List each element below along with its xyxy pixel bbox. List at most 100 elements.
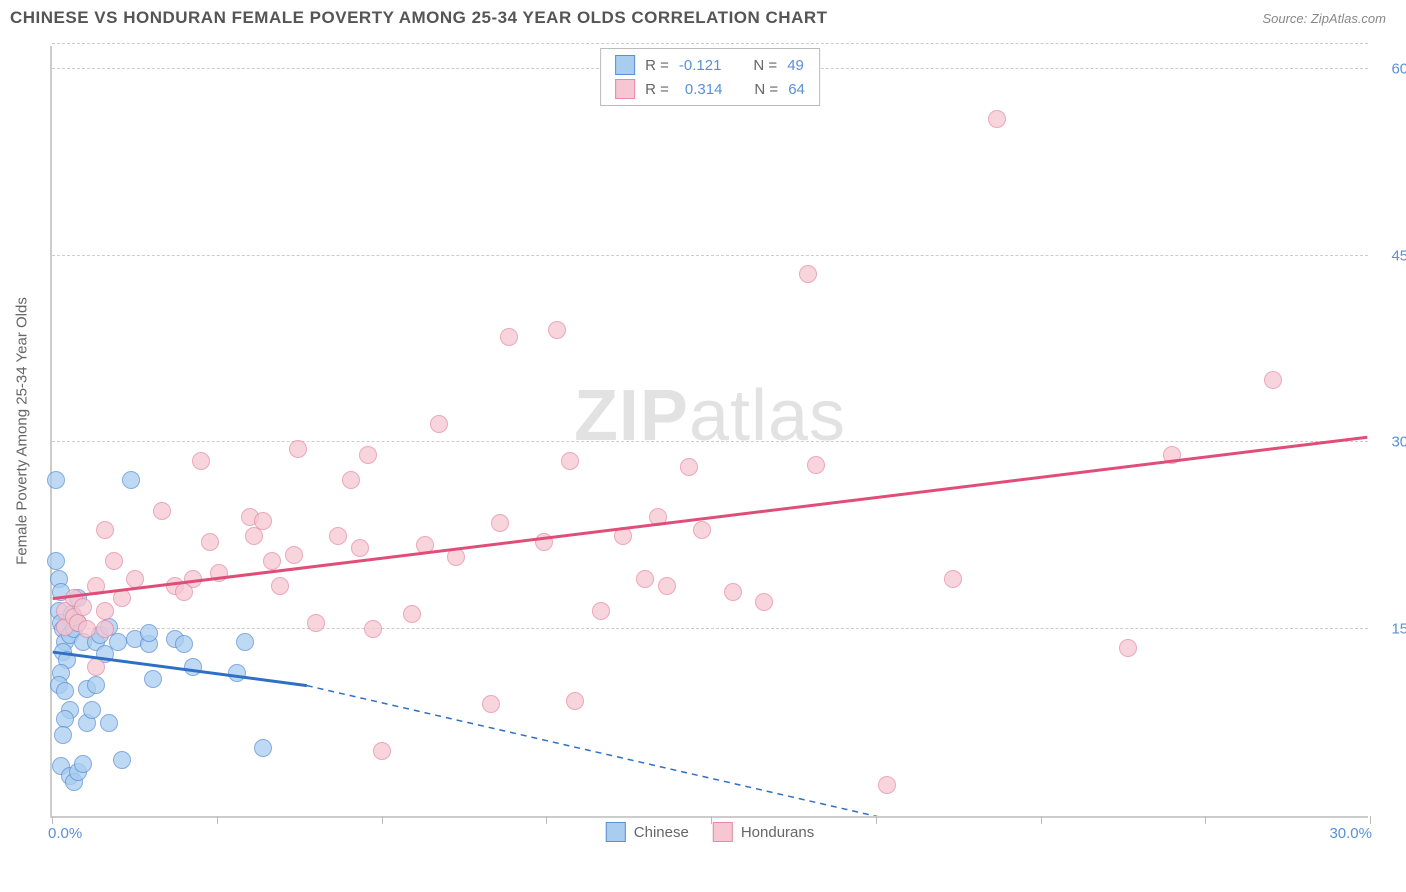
point-honduran [658, 577, 676, 595]
source-label: Source: [1262, 11, 1310, 26]
point-honduran [364, 620, 382, 638]
legend-n-label: N = [753, 57, 777, 74]
x-tick [1041, 816, 1042, 824]
point-honduran [592, 602, 610, 620]
swatch-icon [606, 822, 626, 842]
series-legend: Chinese Hondurans [606, 822, 814, 842]
gridline [52, 628, 1368, 629]
point-honduran [289, 440, 307, 458]
point-honduran [373, 742, 391, 760]
point-honduran [430, 415, 448, 433]
point-honduran [201, 533, 219, 551]
point-honduran [263, 552, 281, 570]
x-tick [382, 816, 383, 824]
point-honduran [96, 602, 114, 620]
point-honduran [78, 620, 96, 638]
x-tick [1205, 816, 1206, 824]
point-honduran [153, 502, 171, 520]
point-chinese [47, 552, 65, 570]
watermark-text: ZIPatlas [574, 375, 846, 457]
x-tick [876, 816, 877, 824]
point-honduran [74, 598, 92, 616]
point-honduran [878, 776, 896, 794]
legend-r-label: R = [645, 57, 669, 74]
point-honduran [1163, 446, 1181, 464]
point-chinese [56, 710, 74, 728]
swatch-icon [615, 79, 635, 99]
x-tick [52, 816, 53, 824]
correlation-legend: R = -0.121 N = 49 R = 0.314 N = 64 [600, 48, 820, 106]
point-chinese [175, 635, 193, 653]
point-chinese [56, 682, 74, 700]
point-honduran [988, 110, 1006, 128]
point-chinese [236, 633, 254, 651]
x-axis-min-label: 0.0% [48, 825, 82, 842]
point-honduran [254, 512, 272, 530]
point-chinese [254, 739, 272, 757]
point-honduran [285, 546, 303, 564]
point-honduran [307, 614, 325, 632]
point-chinese [184, 658, 202, 676]
point-honduran [96, 620, 114, 638]
x-tick [546, 816, 547, 824]
point-chinese [122, 471, 140, 489]
point-honduran [403, 605, 421, 623]
y-axis-label: Female Poverty Among 25-34 Year Olds [14, 297, 31, 565]
legend-row-chinese: R = -0.121 N = 49 [615, 53, 805, 77]
point-chinese [113, 751, 131, 769]
point-honduran [105, 552, 123, 570]
chart-title: CHINESE VS HONDURAN FEMALE POVERTY AMONG… [10, 8, 828, 28]
point-honduran [87, 577, 105, 595]
point-chinese [83, 701, 101, 719]
point-honduran [482, 695, 500, 713]
point-honduran [210, 564, 228, 582]
point-honduran [500, 328, 518, 346]
x-tick [217, 816, 218, 824]
point-honduran [351, 539, 369, 557]
scatter-chart: Female Poverty Among 25-34 Year Olds ZIP… [50, 46, 1368, 818]
point-honduran [535, 533, 553, 551]
legend-r-value: -0.121 [679, 57, 722, 74]
point-chinese [47, 471, 65, 489]
x-tick [1370, 816, 1371, 824]
point-honduran [548, 321, 566, 339]
point-honduran [359, 446, 377, 464]
point-honduran [566, 692, 584, 710]
gridline [52, 441, 1368, 442]
point-honduran [416, 536, 434, 554]
point-honduran [1119, 639, 1137, 657]
point-chinese [54, 726, 72, 744]
point-chinese [109, 633, 127, 651]
point-honduran [271, 577, 289, 595]
point-honduran [693, 521, 711, 539]
trend-lines [52, 46, 1368, 816]
y-tick-label: 15.0% [1391, 621, 1406, 638]
x-axis-max-label: 30.0% [1329, 825, 1372, 842]
point-honduran [755, 593, 773, 611]
legend-n-value: 64 [788, 81, 805, 98]
point-honduran [342, 471, 360, 489]
legend-label: Chinese [634, 824, 689, 841]
point-honduran [614, 527, 632, 545]
point-honduran [680, 458, 698, 476]
point-honduran [649, 508, 667, 526]
point-honduran [87, 658, 105, 676]
point-honduran [96, 521, 114, 539]
point-chinese [144, 670, 162, 688]
legend-r-value: 0.314 [679, 81, 723, 98]
point-chinese [87, 676, 105, 694]
point-honduran [192, 452, 210, 470]
y-tick-label: 30.0% [1391, 434, 1406, 451]
point-chinese [228, 664, 246, 682]
y-tick-label: 45.0% [1391, 247, 1406, 264]
point-chinese [140, 624, 158, 642]
source-value: ZipAtlas.com [1311, 11, 1386, 26]
point-honduran [491, 514, 509, 532]
point-honduran [636, 570, 654, 588]
point-honduran [561, 452, 579, 470]
swatch-icon [615, 55, 635, 75]
source-credit: Source: ZipAtlas.com [1262, 11, 1386, 26]
point-honduran [329, 527, 347, 545]
gridline [52, 43, 1368, 44]
point-honduran [724, 583, 742, 601]
